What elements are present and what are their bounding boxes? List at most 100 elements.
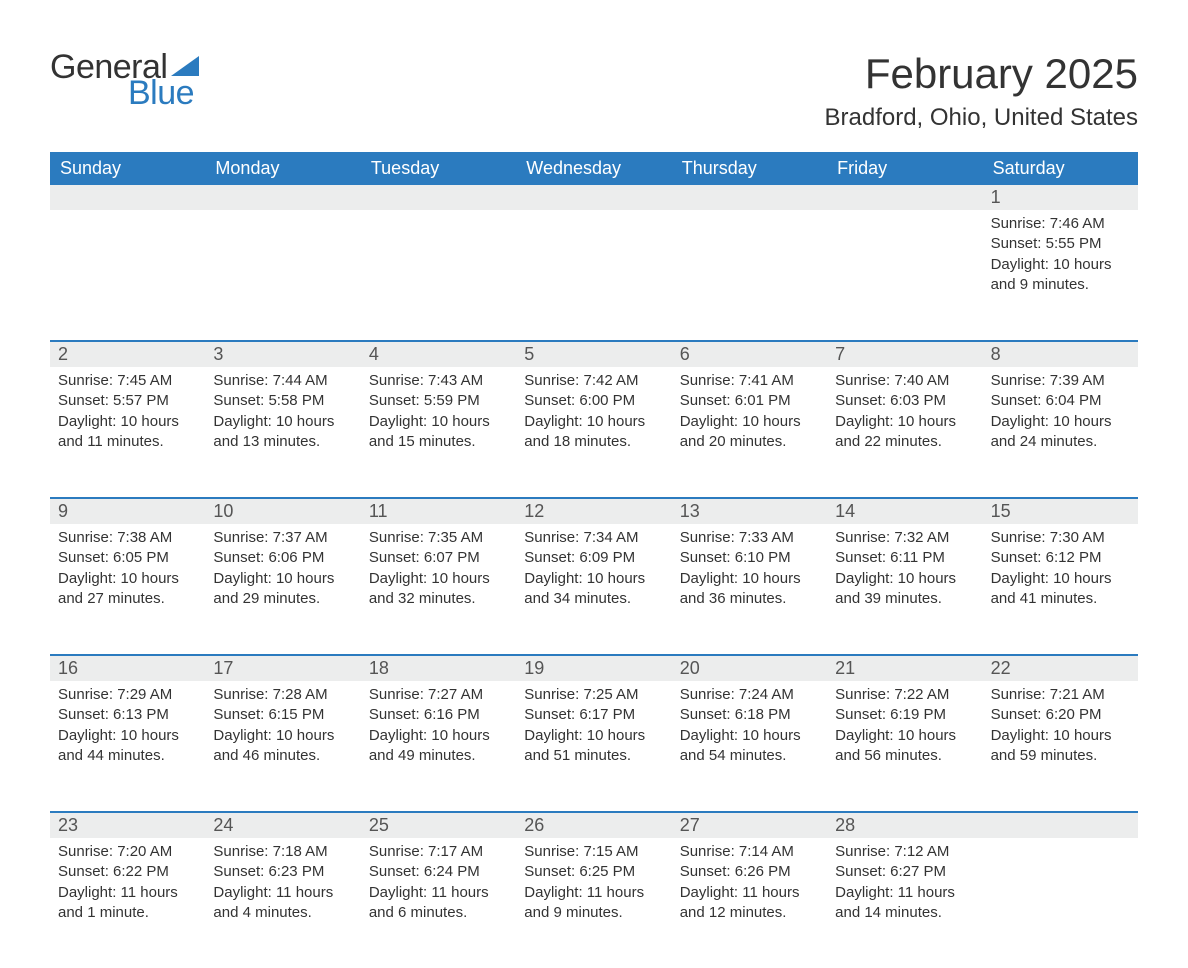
day-number: 16 bbox=[50, 656, 205, 681]
day-cell: Sunrise: 7:44 AMSunset: 5:58 PMDaylight:… bbox=[205, 367, 360, 497]
sunrise-text: Sunrise: 7:45 AM bbox=[58, 371, 197, 391]
daylight-text-2: and 20 minutes. bbox=[680, 432, 819, 452]
sunrise-text: Sunrise: 7:25 AM bbox=[524, 685, 663, 705]
sunset-text: Sunset: 6:15 PM bbox=[213, 705, 352, 725]
sunrise-text: Sunrise: 7:37 AM bbox=[213, 528, 352, 548]
day-cell: Sunrise: 7:41 AMSunset: 6:01 PMDaylight:… bbox=[672, 367, 827, 497]
day-number: 8 bbox=[983, 342, 1138, 367]
day-cell: Sunrise: 7:30 AMSunset: 6:12 PMDaylight:… bbox=[983, 524, 1138, 654]
sunset-text: Sunset: 6:23 PM bbox=[213, 862, 352, 882]
daylight-text-2: and 22 minutes. bbox=[835, 432, 974, 452]
day-cell bbox=[50, 210, 205, 340]
sunset-text: Sunset: 5:55 PM bbox=[991, 234, 1130, 254]
day-cell: Sunrise: 7:12 AMSunset: 6:27 PMDaylight:… bbox=[827, 838, 982, 968]
sunrise-text: Sunrise: 7:27 AM bbox=[369, 685, 508, 705]
daylight-text-2: and 32 minutes. bbox=[369, 589, 508, 609]
sunrise-text: Sunrise: 7:20 AM bbox=[58, 842, 197, 862]
daylight-text-1: Daylight: 10 hours bbox=[213, 726, 352, 746]
day-cell: Sunrise: 7:17 AMSunset: 6:24 PMDaylight:… bbox=[361, 838, 516, 968]
daylight-text-1: Daylight: 10 hours bbox=[991, 255, 1130, 275]
sunset-text: Sunset: 6:22 PM bbox=[58, 862, 197, 882]
sunset-text: Sunset: 6:05 PM bbox=[58, 548, 197, 568]
weekday-heading: Friday bbox=[827, 152, 982, 185]
day-number: 28 bbox=[827, 813, 982, 838]
daynum-row: 9101112131415 bbox=[50, 497, 1138, 524]
sunrise-text: Sunrise: 7:33 AM bbox=[680, 528, 819, 548]
day-number: 13 bbox=[672, 499, 827, 524]
daylight-text-1: Daylight: 10 hours bbox=[58, 726, 197, 746]
daylight-text-1: Daylight: 10 hours bbox=[524, 569, 663, 589]
weekday-heading: Sunday bbox=[50, 152, 205, 185]
day-cell: Sunrise: 7:29 AMSunset: 6:13 PMDaylight:… bbox=[50, 681, 205, 811]
daylight-text-1: Daylight: 10 hours bbox=[524, 726, 663, 746]
day-cell: Sunrise: 7:32 AMSunset: 6:11 PMDaylight:… bbox=[827, 524, 982, 654]
daylight-text-1: Daylight: 11 hours bbox=[213, 883, 352, 903]
daylight-text-2: and 44 minutes. bbox=[58, 746, 197, 766]
sunset-text: Sunset: 6:16 PM bbox=[369, 705, 508, 725]
week-row: Sunrise: 7:29 AMSunset: 6:13 PMDaylight:… bbox=[50, 681, 1138, 811]
daylight-text-2: and 6 minutes. bbox=[369, 903, 508, 923]
day-cell bbox=[516, 210, 671, 340]
daylight-text-1: Daylight: 10 hours bbox=[835, 412, 974, 432]
day-number: 7 bbox=[827, 342, 982, 367]
daynum-row: 1 bbox=[50, 185, 1138, 210]
daylight-text-1: Daylight: 10 hours bbox=[680, 412, 819, 432]
sunset-text: Sunset: 6:06 PM bbox=[213, 548, 352, 568]
sunrise-text: Sunrise: 7:46 AM bbox=[991, 214, 1130, 234]
daylight-text-2: and 9 minutes. bbox=[991, 275, 1130, 295]
sunset-text: Sunset: 6:12 PM bbox=[991, 548, 1130, 568]
daylight-text-1: Daylight: 10 hours bbox=[524, 412, 663, 432]
sunrise-text: Sunrise: 7:44 AM bbox=[213, 371, 352, 391]
day-cell bbox=[827, 210, 982, 340]
daylight-text-1: Daylight: 10 hours bbox=[213, 412, 352, 432]
day-cell: Sunrise: 7:34 AMSunset: 6:09 PMDaylight:… bbox=[516, 524, 671, 654]
day-number bbox=[50, 185, 205, 210]
day-cell: Sunrise: 7:33 AMSunset: 6:10 PMDaylight:… bbox=[672, 524, 827, 654]
daylight-text-2: and 27 minutes. bbox=[58, 589, 197, 609]
day-number: 20 bbox=[672, 656, 827, 681]
day-number: 17 bbox=[205, 656, 360, 681]
day-number: 12 bbox=[516, 499, 671, 524]
daylight-text-2: and 29 minutes. bbox=[213, 589, 352, 609]
day-cell: Sunrise: 7:38 AMSunset: 6:05 PMDaylight:… bbox=[50, 524, 205, 654]
weekday-heading: Tuesday bbox=[361, 152, 516, 185]
daylight-text-1: Daylight: 10 hours bbox=[835, 569, 974, 589]
daylight-text-2: and 4 minutes. bbox=[213, 903, 352, 923]
sunset-text: Sunset: 6:10 PM bbox=[680, 548, 819, 568]
location-text: Bradford, Ohio, United States bbox=[825, 104, 1139, 132]
day-number: 2 bbox=[50, 342, 205, 367]
daylight-text-1: Daylight: 10 hours bbox=[991, 726, 1130, 746]
sunset-text: Sunset: 6:01 PM bbox=[680, 391, 819, 411]
daylight-text-2: and 59 minutes. bbox=[991, 746, 1130, 766]
sunrise-text: Sunrise: 7:18 AM bbox=[213, 842, 352, 862]
day-number: 23 bbox=[50, 813, 205, 838]
day-number: 5 bbox=[516, 342, 671, 367]
day-number: 3 bbox=[205, 342, 360, 367]
day-number bbox=[827, 185, 982, 210]
sunset-text: Sunset: 6:00 PM bbox=[524, 391, 663, 411]
weeks-container: 1Sunrise: 7:46 AMSunset: 5:55 PMDaylight… bbox=[50, 185, 1138, 968]
sunrise-text: Sunrise: 7:29 AM bbox=[58, 685, 197, 705]
day-cell: Sunrise: 7:37 AMSunset: 6:06 PMDaylight:… bbox=[205, 524, 360, 654]
daylight-text-1: Daylight: 11 hours bbox=[369, 883, 508, 903]
sunset-text: Sunset: 5:58 PM bbox=[213, 391, 352, 411]
month-title: February 2025 bbox=[825, 50, 1139, 98]
daylight-text-1: Daylight: 10 hours bbox=[991, 412, 1130, 432]
sunrise-text: Sunrise: 7:22 AM bbox=[835, 685, 974, 705]
day-number bbox=[983, 813, 1138, 838]
daylight-text-2: and 36 minutes. bbox=[680, 589, 819, 609]
day-cell: Sunrise: 7:27 AMSunset: 6:16 PMDaylight:… bbox=[361, 681, 516, 811]
daylight-text-2: and 9 minutes. bbox=[524, 903, 663, 923]
sunrise-text: Sunrise: 7:28 AM bbox=[213, 685, 352, 705]
day-number: 10 bbox=[205, 499, 360, 524]
sunset-text: Sunset: 5:57 PM bbox=[58, 391, 197, 411]
daylight-text-2: and 15 minutes. bbox=[369, 432, 508, 452]
sunrise-text: Sunrise: 7:15 AM bbox=[524, 842, 663, 862]
calendar: Sunday Monday Tuesday Wednesday Thursday… bbox=[50, 152, 1138, 968]
day-cell: Sunrise: 7:39 AMSunset: 6:04 PMDaylight:… bbox=[983, 367, 1138, 497]
sunrise-text: Sunrise: 7:14 AM bbox=[680, 842, 819, 862]
sunset-text: Sunset: 6:27 PM bbox=[835, 862, 974, 882]
day-cell: Sunrise: 7:14 AMSunset: 6:26 PMDaylight:… bbox=[672, 838, 827, 968]
day-number: 25 bbox=[361, 813, 516, 838]
day-cell bbox=[205, 210, 360, 340]
